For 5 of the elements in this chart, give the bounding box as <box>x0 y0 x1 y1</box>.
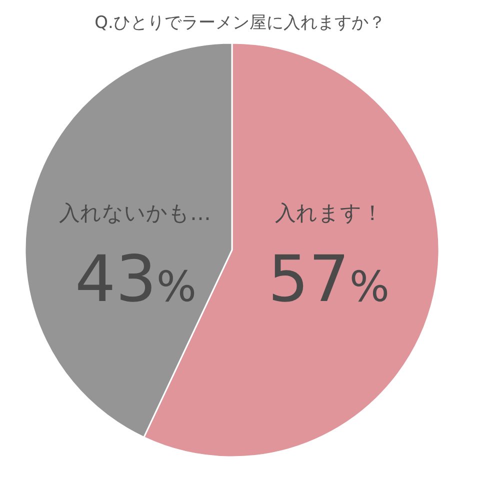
slice-label: 入れないかも… <box>59 201 211 225</box>
chart-title: Q.ひとりでラーメン屋に入れますか？ <box>94 12 386 33</box>
data-label: 57% <box>268 243 390 317</box>
slice-label: 入れます！ <box>275 201 383 225</box>
data-label: 43% <box>75 243 196 317</box>
